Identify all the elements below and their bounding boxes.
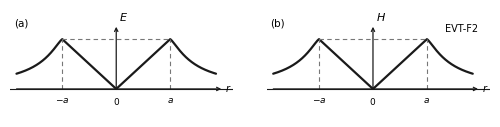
Text: $0$: $0$ [112,96,120,107]
Text: EVT-F2: EVT-F2 [445,24,478,34]
Text: r: r [482,84,486,94]
Text: E: E [120,13,126,23]
Text: $-a$: $-a$ [55,96,70,105]
Text: (a): (a) [14,18,28,28]
Text: r: r [226,84,230,94]
Text: $-a$: $-a$ [312,96,326,105]
Text: $a$: $a$ [166,96,173,105]
Text: $a$: $a$ [424,96,430,105]
Text: (b): (b) [270,18,285,28]
Text: $0$: $0$ [370,96,376,107]
Text: H: H [376,13,384,23]
